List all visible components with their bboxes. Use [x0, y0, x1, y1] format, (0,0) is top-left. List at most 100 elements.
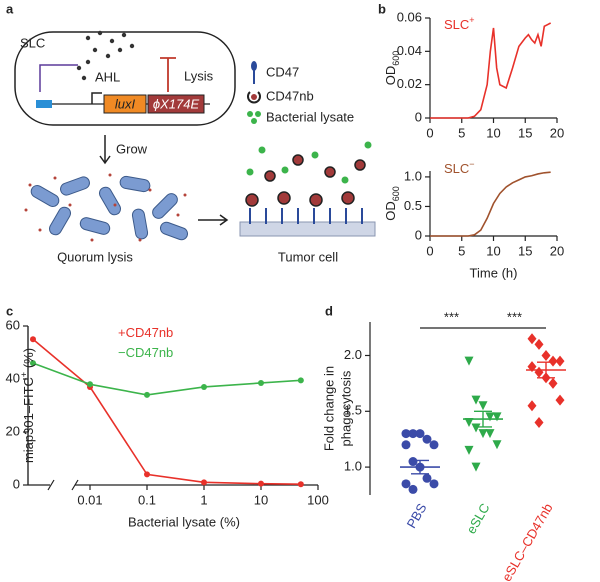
bacteria [30, 175, 189, 241]
diagram: SLC AHL Lysis luxI ϕX174E CD47 CD47nb Ba… [14, 30, 376, 264]
x-tick-label: 20 [550, 243, 564, 258]
data-point [464, 445, 474, 455]
promoter [36, 100, 52, 108]
arrow [198, 214, 229, 226]
stage-label: Quorum lysis [57, 249, 133, 264]
y-axis-label-part: + [19, 372, 29, 377]
y-tick-label: 0.04 [397, 43, 422, 58]
data-point [297, 481, 304, 488]
legend-label-part: −CD47nb [118, 345, 173, 360]
legend-label: SLC+ [444, 15, 475, 32]
x-axis-label: Time (h) [470, 265, 518, 280]
y-tick-label: 1.0 [344, 459, 362, 474]
y-tick-label: 0.06 [397, 9, 422, 24]
y-axis-label: miap301–FITC+ (%) [19, 348, 36, 463]
ahl-dots [76, 30, 135, 81]
data-point [422, 473, 432, 483]
x-tick-label: 10 [486, 125, 500, 140]
data-point [429, 440, 439, 450]
data-point [297, 377, 304, 384]
step-label: Grow [116, 141, 148, 156]
y-axis-label-part: OD [383, 201, 398, 221]
legend-label-part: + [469, 15, 474, 25]
x-tick-label: 5 [458, 243, 465, 258]
feedback [39, 64, 78, 92]
y-tick-label: 1.0 [404, 168, 422, 183]
legend-label: CD47 [266, 64, 299, 79]
membrane [239, 221, 376, 237]
x-tick-label: 0.01 [77, 492, 102, 507]
data-point [144, 471, 150, 478]
panel-label: c [6, 303, 13, 318]
y-tick-label: 1.5 [344, 403, 362, 418]
data-point [527, 400, 537, 412]
y-tick-label: 0.02 [397, 76, 422, 91]
lysis-label: Lysis [184, 68, 214, 83]
x-tick-label: 100 [307, 492, 329, 507]
y-tick-label: 20 [6, 423, 20, 438]
legend-label-part: SLC [444, 17, 469, 32]
data-line [32, 338, 301, 486]
y-tick-label: 40 [6, 370, 20, 385]
panel-label: b [378, 1, 386, 16]
y-axis-label-part: OD [383, 66, 398, 86]
gene-box [147, 94, 205, 114]
x-tick-label: PBS [404, 500, 430, 530]
data-point [534, 338, 544, 350]
data-point [555, 394, 565, 406]
x-axis-label: Bacterial lysate (%) [128, 514, 240, 529]
data-point [471, 423, 481, 433]
legend-label-part: SLC [444, 161, 469, 176]
data-line [430, 22, 552, 119]
data-point [471, 462, 481, 472]
significance-label: *** [444, 309, 459, 324]
x-tick-label: eSLC [463, 501, 492, 537]
y-axis-label-part: 600 [391, 186, 401, 201]
data-point [258, 379, 264, 386]
arrow [99, 135, 111, 165]
data-point [201, 383, 207, 390]
x-tick-label: eSLC–CD47nb [499, 501, 556, 582]
promoter-arrow [91, 92, 102, 104]
data-point [144, 391, 150, 398]
y-axis-label-part: miap301–FITC [21, 377, 36, 463]
data-point [87, 381, 93, 388]
data-point [429, 479, 439, 489]
data-point [408, 429, 418, 439]
x-tick-label: 15 [518, 243, 532, 258]
data-line [430, 171, 551, 237]
y-tick-label: 0 [415, 109, 422, 124]
significance-label: *** [507, 309, 522, 324]
cell-label: SLC [20, 35, 45, 50]
data-point [548, 355, 558, 367]
gene-box [103, 94, 147, 114]
data-point [201, 479, 207, 486]
data-point [478, 401, 488, 411]
lysis-inhibit [160, 57, 176, 92]
legend-label-part: − [469, 159, 474, 169]
x-tick-label: 0 [426, 125, 433, 140]
x-tick-label: 10 [486, 243, 500, 258]
y-tick-label: 0.5 [404, 198, 422, 213]
legend-icons [247, 61, 261, 124]
legend-label: Bacterial lysate [266, 109, 354, 124]
panel-label: a [6, 1, 14, 16]
error-bar [474, 410, 492, 428]
data-point [471, 395, 481, 405]
data-point [534, 366, 544, 378]
data-point [30, 360, 36, 367]
data-point [527, 333, 537, 345]
lysate-dots [24, 173, 187, 242]
data-point [401, 429, 411, 439]
data-point [485, 412, 495, 422]
data-point [401, 479, 411, 489]
data-point [401, 440, 411, 450]
data-point [492, 412, 502, 422]
y-axis-label: OD600 [383, 186, 401, 221]
data-point [408, 457, 418, 467]
y-axis-label: phagocytosis [338, 370, 353, 446]
x-tick-label: 0 [426, 243, 433, 258]
legend-label: +CD47nb [118, 325, 173, 340]
data-point [464, 356, 474, 366]
